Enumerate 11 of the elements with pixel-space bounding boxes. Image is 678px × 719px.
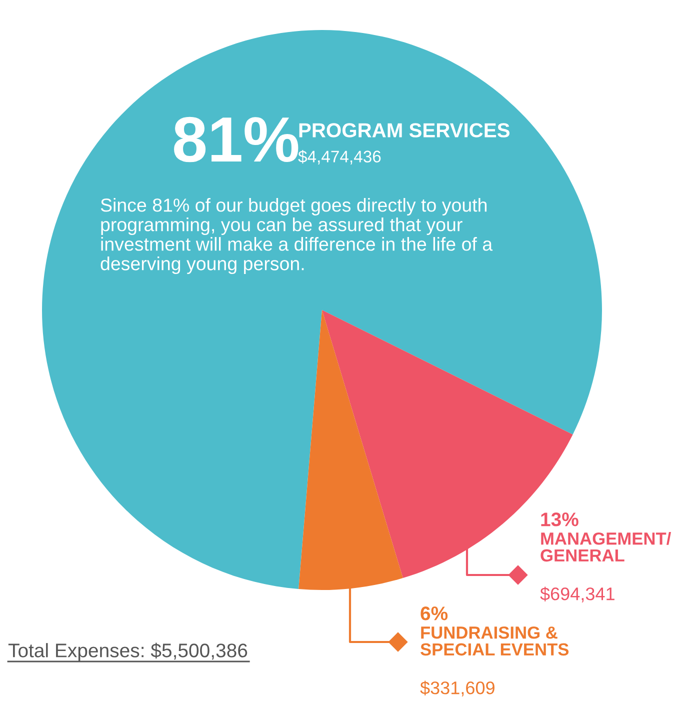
text: $694,341 [540,586,614,602]
text: $4,474,436 [298,150,381,164]
slice-label: PROGRAM SERVICES [299,123,510,138]
legend-label: FUNDRAISING & SPECIAL EVENTS [420,626,569,656]
text: $331,609 [420,680,494,696]
legend-label: MANAGEMENT/ GENERAL [540,532,671,562]
data-label: 6% [420,606,448,620]
text: Since 81% of our budget goes directly to youth programming, you can be assured that your investment will make a difference in the life of a deserving young person. [100,198,493,274]
text: Total Expenses: $5,500,386 [8,642,248,662]
data-label: 81% [174,116,298,162]
data-label: 13% [541,512,578,526]
